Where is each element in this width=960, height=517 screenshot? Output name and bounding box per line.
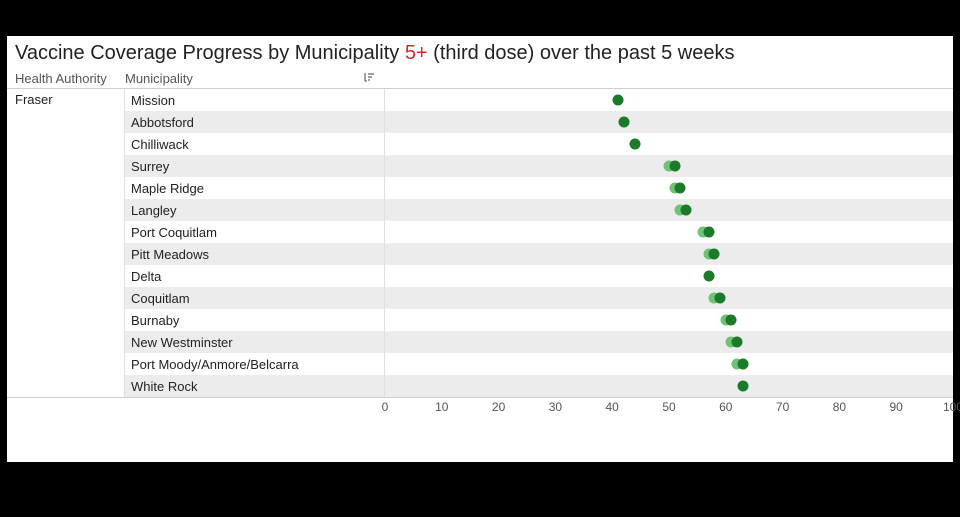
data-point[interactable] [618, 117, 629, 128]
plot-rows: MissionAbbotsfordChilliwackSurreyMaple R… [125, 89, 953, 397]
municipality-label: Abbotsford [125, 111, 385, 133]
municipality-label: Burnaby [125, 309, 385, 331]
municipality-label: Pitt Meadows [125, 243, 385, 265]
sort-icon[interactable] [363, 71, 375, 86]
municipality-label: Port Coquitlam [125, 221, 385, 243]
municipality-label: Coquitlam [125, 287, 385, 309]
data-point[interactable] [709, 249, 720, 260]
health-authority-value: Fraser [15, 89, 125, 397]
data-point[interactable] [675, 183, 686, 194]
municipality-label: Langley [125, 199, 385, 221]
table-row: New Westminster [125, 331, 953, 353]
row-plot [385, 287, 953, 309]
data-point[interactable] [737, 381, 748, 392]
x-tick: 40 [606, 400, 619, 414]
data-point[interactable] [726, 315, 737, 326]
row-plot [385, 155, 953, 177]
table-row: White Rock [125, 375, 953, 397]
title-pre: Vaccine Coverage Progress by Municipalit… [15, 42, 405, 64]
municipality-label: White Rock [125, 375, 385, 397]
table-row: Burnaby [125, 309, 953, 331]
row-plot [385, 133, 953, 155]
data-point[interactable] [669, 161, 680, 172]
header-municipality-label: Municipality [125, 71, 193, 86]
data-point[interactable] [681, 205, 692, 216]
x-tick: 100 [943, 400, 960, 414]
table-row: Delta [125, 265, 953, 287]
x-tick: 30 [549, 400, 562, 414]
x-tick: 10 [435, 400, 448, 414]
data-point[interactable] [703, 271, 714, 282]
x-tick: 90 [890, 400, 903, 414]
table-row: Mission [125, 89, 953, 111]
table-row: Chilliwack [125, 133, 953, 155]
data-point[interactable] [703, 227, 714, 238]
title-post: (third dose) over the past 5 weeks [428, 42, 735, 64]
title-highlight: 5+ [405, 42, 428, 64]
data-point[interactable] [612, 95, 623, 106]
x-axis: 0102030405060708090100 [7, 397, 953, 418]
x-tick: 20 [492, 400, 505, 414]
municipality-label: Maple Ridge [125, 177, 385, 199]
table-row: Maple Ridge [125, 177, 953, 199]
table-row: Port Moody/Anmore/Belcarra [125, 353, 953, 375]
row-plot [385, 199, 953, 221]
chart-panel: Vaccine Coverage Progress by Municipalit… [7, 36, 953, 462]
x-tick: 60 [719, 400, 732, 414]
header-health-authority[interactable]: Health Authority [15, 71, 125, 86]
row-plot [385, 221, 953, 243]
column-headers: Health Authority Municipality [7, 67, 953, 89]
row-plot [385, 177, 953, 199]
municipality-label: Surrey [125, 155, 385, 177]
municipality-label: Port Moody/Anmore/Belcarra [125, 353, 385, 375]
row-plot [385, 331, 953, 353]
x-tick: 0 [382, 400, 389, 414]
row-plot [385, 353, 953, 375]
table-row: Coquitlam [125, 287, 953, 309]
table-row: Pitt Meadows [125, 243, 953, 265]
table-row: Surrey [125, 155, 953, 177]
row-plot [385, 309, 953, 331]
row-plot [385, 265, 953, 287]
x-tick: 80 [833, 400, 846, 414]
municipality-label: Mission [125, 89, 385, 111]
municipality-label: Chilliwack [125, 133, 385, 155]
chart-title: Vaccine Coverage Progress by Municipalit… [7, 36, 953, 67]
x-tick: 70 [776, 400, 789, 414]
municipality-label: New Westminster [125, 331, 385, 353]
data-point[interactable] [715, 293, 726, 304]
table-row: Abbotsford [125, 111, 953, 133]
municipality-label: Delta [125, 265, 385, 287]
data-point[interactable] [732, 337, 743, 348]
x-tick: 50 [662, 400, 675, 414]
row-plot [385, 243, 953, 265]
data-point[interactable] [737, 359, 748, 370]
row-plot [385, 89, 953, 111]
header-municipality[interactable]: Municipality [125, 71, 385, 86]
table-row: Langley [125, 199, 953, 221]
x-axis-ticks: 0102030405060708090100 [385, 398, 953, 418]
chart-body: Fraser MissionAbbotsfordChilliwackSurrey… [7, 89, 953, 397]
row-plot [385, 111, 953, 133]
data-point[interactable] [629, 139, 640, 150]
table-row: Port Coquitlam [125, 221, 953, 243]
row-plot [385, 375, 953, 397]
